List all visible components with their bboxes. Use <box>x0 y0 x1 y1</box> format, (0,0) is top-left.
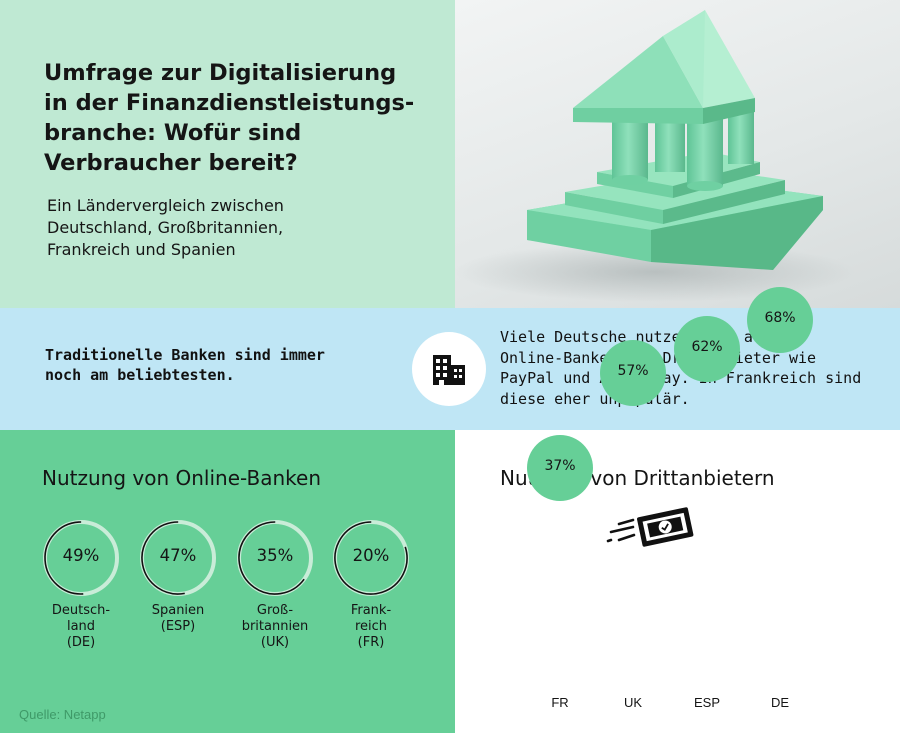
source-note: Quelle: Netapp <box>19 707 106 722</box>
info-band-left-text: Traditionelle Banken sind immer noch am … <box>45 346 325 384</box>
third-party-chart: Nutzung von Drittanbietern 37% FR 57% UK 62%… <box>455 286 900 733</box>
bubble-category-label: UK <box>623 695 643 710</box>
donut-category-label: Deutsch- land (DE) <box>51 603 111 650</box>
donut-value-label: 47% <box>159 546 197 565</box>
online-banking-chart: Nutzung von Online-Banken 49% Deutsch- la… <box>0 430 455 733</box>
bubble-value-label: 68% <box>764 309 796 326</box>
header-panel: Umfrage zur Digitalisierung in der Finan… <box>0 0 455 308</box>
online-banking-chart-title: Nutzung von Online-Banken <box>42 466 322 490</box>
donut-ring-graphic <box>237 520 313 596</box>
bubble-point: 37% <box>527 435 593 502</box>
bubble-category-label: DE <box>770 695 790 710</box>
office-building-icon <box>433 355 465 385</box>
bank-building-icon <box>455 10 855 302</box>
bubble-category-label: FR <box>551 695 569 710</box>
money-transfer-icon <box>606 507 694 547</box>
info-band-icon-circle <box>412 332 486 406</box>
page-subtitle: Ein Ländervergleich zwischen Deutschland… <box>47 196 284 259</box>
donut-value-label: 20% <box>352 546 390 565</box>
bubble-point: 68% <box>747 286 813 353</box>
donut-ring: 49% <box>43 520 119 596</box>
bubble-category-label: ESP <box>693 695 720 710</box>
bubble-value-label: 62% <box>691 338 723 355</box>
bubble-value-label: 37% <box>544 458 576 475</box>
bank-illustration <box>455 0 900 308</box>
donut-ring-graphic <box>140 520 216 596</box>
donut-ring: 20% <box>333 520 409 596</box>
donut-value-label: 49% <box>62 546 100 565</box>
donut-ring-graphic <box>43 520 119 596</box>
bubble-value-label: 57% <box>617 362 649 379</box>
donut-segment <box>238 521 312 595</box>
donut-value-label: 35% <box>256 546 294 565</box>
donut-segment <box>141 521 215 595</box>
donut-ring: 47% <box>140 520 216 596</box>
page-title: Umfrage zur Digitalisierung in der Finan… <box>44 60 415 176</box>
donut-category-label: Frank- reich (FR) <box>350 603 392 650</box>
donut-ring: 35% <box>237 520 313 596</box>
donut-ring-graphic <box>333 520 409 596</box>
donut-category-label: Spanien (ESP) <box>151 603 205 634</box>
donut-category-label: Groß- britannien (UK) <box>241 603 309 650</box>
bubble-point: 62% <box>674 315 740 382</box>
bubble-point: 57% <box>600 339 666 406</box>
